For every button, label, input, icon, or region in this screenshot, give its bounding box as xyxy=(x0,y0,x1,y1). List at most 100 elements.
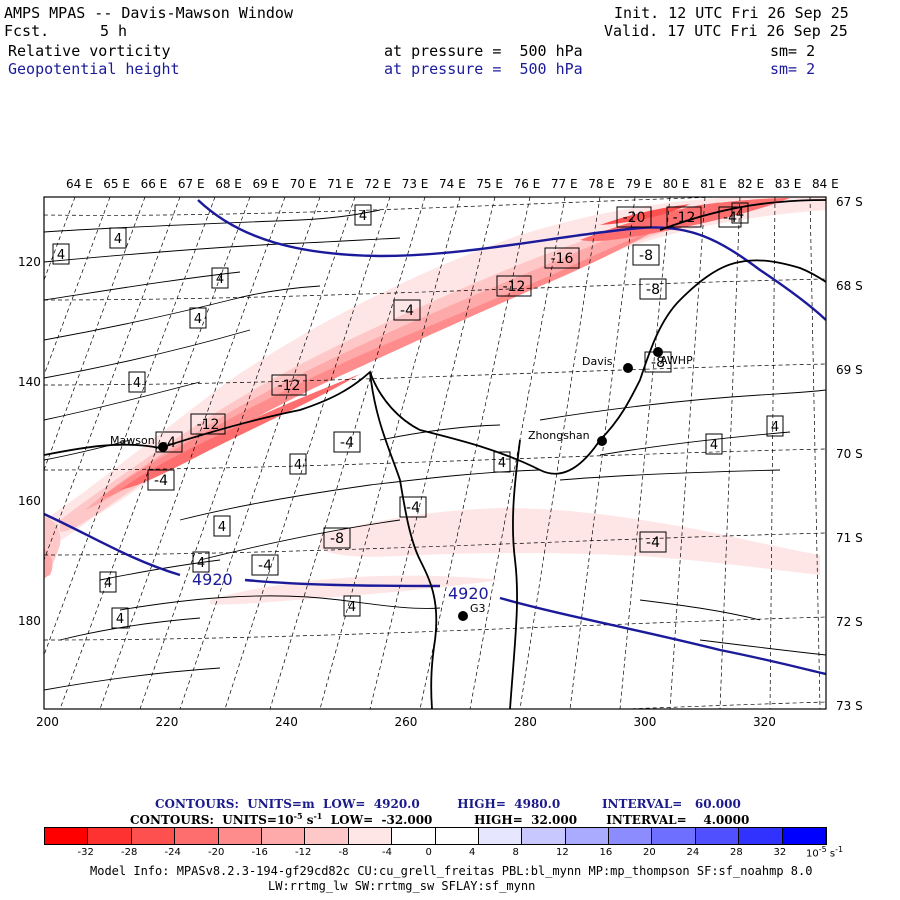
colorbar-swatch xyxy=(305,828,349,844)
station-label-mawson: Mawson xyxy=(110,434,155,447)
positive-vorticity-label: 4 xyxy=(57,248,65,263)
vorticity-label-box xyxy=(333,431,361,453)
positive-vorticity-label: 4 xyxy=(116,612,124,627)
colorbar-swatch xyxy=(131,828,176,844)
colorbar-tick: -8 xyxy=(338,847,349,858)
colorbar-swatch xyxy=(478,828,523,844)
latitude-label: 72 S xyxy=(836,615,863,629)
vorticity-label: -8 xyxy=(639,248,653,264)
vorticity-label: -8 xyxy=(646,282,660,298)
station-markers xyxy=(158,347,663,621)
x-tick-label: 200 xyxy=(36,715,59,729)
positive-vorticity-label: 4 xyxy=(194,312,202,327)
vorticity-label-box xyxy=(718,206,742,228)
colorbar-swatch xyxy=(435,828,479,844)
colorbar-tick: 8 xyxy=(512,847,519,858)
colorbar-swatch xyxy=(695,828,740,844)
longitude-label: 70 E xyxy=(289,177,317,191)
contours-vorticity-units: CONTOURS: UNITS=10 xyxy=(130,813,294,827)
contours-vorticity-range: LOW= -32.000 HIGH= 32.000 INTERVAL= 4.00… xyxy=(322,813,750,827)
longitude-label: 77 E xyxy=(550,177,578,191)
vorticity-label-box xyxy=(644,351,672,373)
vorticity-label: -12 xyxy=(197,417,220,433)
positive-vorticity-label-box xyxy=(343,595,361,617)
y-tick-label: 120 xyxy=(18,255,41,269)
init-time: Init. 12 UTC Fri 26 Sep 25 xyxy=(614,4,849,22)
colorbar-unit-s: s xyxy=(826,848,836,860)
positive-vorticity-label: 4 xyxy=(771,420,779,435)
vorticity-label: -8 xyxy=(651,355,665,371)
longitude-label: 65 E xyxy=(103,177,130,191)
field1-pressure: at pressure = 500 hPa xyxy=(384,42,583,60)
model-info-line1: Model Info: MPASv8.2.3-194-gf29cd82c CU:… xyxy=(90,864,813,878)
colorbar-swatch xyxy=(565,828,610,844)
field2-pressure: at pressure = 500 hPa xyxy=(384,60,583,78)
longitude-label: 66 E xyxy=(140,177,168,191)
field2-smoothing: sm= 2 xyxy=(770,60,816,78)
positive-vorticity-label-box xyxy=(731,202,749,224)
valid-time: Valid. 17 UTC Fri 26 Sep 25 xyxy=(604,22,848,40)
vorticity-label-box xyxy=(271,374,307,396)
positive-vorticity-label-box xyxy=(189,307,207,329)
positive-vorticity-label: 4 xyxy=(216,272,224,287)
colorbar-tick: 4 xyxy=(469,847,476,858)
vorticity-label: -4 xyxy=(723,210,737,226)
colorbar-swatch xyxy=(261,828,306,844)
colorbar-swatch xyxy=(392,828,436,844)
x-tick-label: 300 xyxy=(633,715,657,729)
contours-height-info: CONTOURS: UNITS=m LOW= 4920.0 HIGH= 4980… xyxy=(155,797,741,811)
longitude-label: 67 E xyxy=(177,177,205,191)
latitude-label: 70 S xyxy=(836,447,863,461)
longitude-label: 80 E xyxy=(662,177,690,191)
colorbar-unit-base: 10 xyxy=(806,848,819,860)
colorbar-tick: 24 xyxy=(686,847,700,858)
vorticity-label-box xyxy=(251,554,279,576)
colorbar-tick: 16 xyxy=(599,847,613,858)
colorbar-tick: -32 xyxy=(77,847,94,858)
vorticity-label-box xyxy=(155,431,183,453)
positive-vorticity-label-box xyxy=(213,515,231,537)
vorticity-label: -12 xyxy=(278,378,301,394)
latitude-label: 73 S xyxy=(836,699,863,713)
vorticity-contours xyxy=(44,209,826,691)
vorticity-label: -12 xyxy=(673,210,696,226)
positive-vorticity-label-box xyxy=(766,415,784,437)
vorticity-label-box xyxy=(544,247,580,269)
y-tick-label: 160 xyxy=(18,494,41,508)
vorticity-label-box xyxy=(323,527,351,549)
colorbar-tick: 0 xyxy=(425,847,432,858)
colorbar-swatch xyxy=(218,828,262,844)
height-label: 4920 xyxy=(448,584,489,603)
positive-vorticity-label-box xyxy=(99,571,117,593)
contours-vorticity-s: s xyxy=(302,813,314,827)
station-marker-davis xyxy=(623,363,633,373)
positive-vorticity-label-box xyxy=(493,451,511,473)
positive-vorticity-label: 4 xyxy=(218,520,226,535)
positive-vorticity-label-box xyxy=(211,267,229,289)
vorticity-label-box xyxy=(616,206,652,228)
longitude-label: 73 E xyxy=(401,177,429,191)
colorbar-swatch xyxy=(739,828,783,844)
vorticity-label: -8 xyxy=(330,531,344,547)
longitude-label: 64 E xyxy=(66,177,93,191)
longitude-label: 69 E xyxy=(252,177,280,191)
colorbar-swatch xyxy=(782,828,827,844)
longitude-label: 83 E xyxy=(774,177,802,191)
latlon-grid xyxy=(44,197,826,709)
colorbar-tick: -24 xyxy=(164,847,181,858)
colorbar-tick: 12 xyxy=(556,847,569,858)
contours-vorticity-exp2: -1 xyxy=(313,811,323,821)
x-tick-label: 320 xyxy=(753,715,776,729)
vorticity-label: -4 xyxy=(646,535,660,551)
positive-vorticity-label: 4 xyxy=(736,207,744,222)
longitude-label: 72 E xyxy=(364,177,392,191)
colorbar-unit: 10-5 s-1 xyxy=(806,846,843,859)
vorticity-label-box xyxy=(393,299,421,321)
station-marker-zhongshan xyxy=(597,436,607,446)
vorticity-label-box xyxy=(666,206,702,228)
colorbar-swatch xyxy=(609,828,653,844)
colorbar-unit-exp: -5 xyxy=(818,845,827,854)
longitude-label: 68 E xyxy=(215,177,242,191)
colorbar-tick: 20 xyxy=(643,847,656,858)
coastline xyxy=(44,199,826,709)
